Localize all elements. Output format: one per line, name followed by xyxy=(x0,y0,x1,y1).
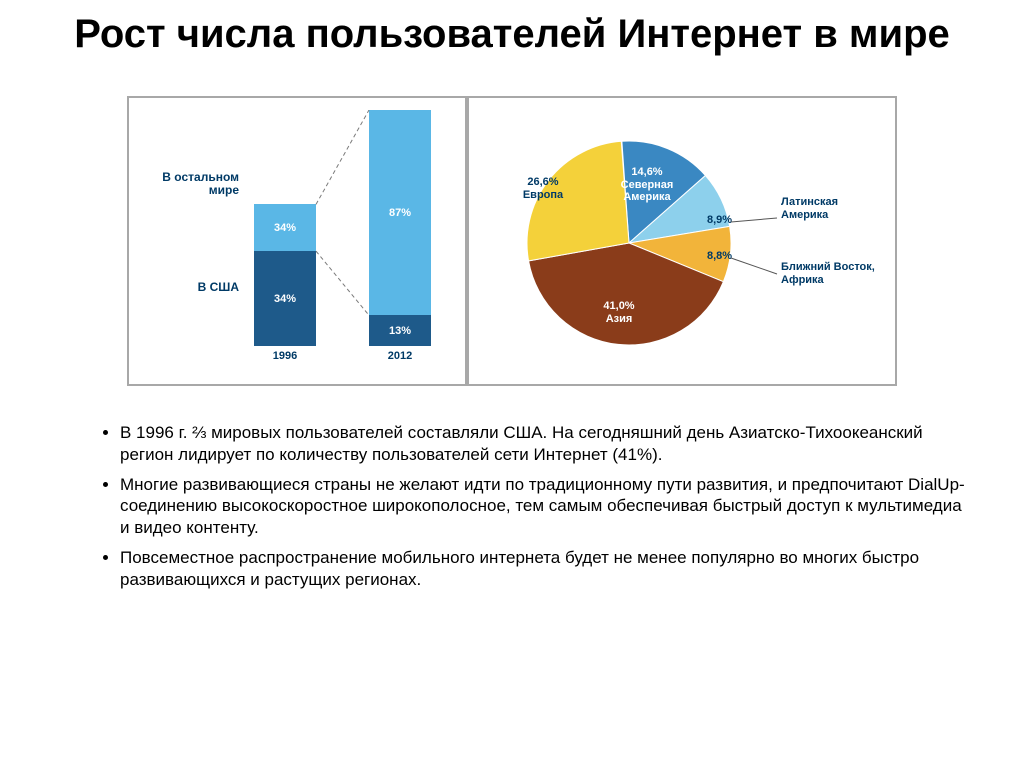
bar-series-label-usa: В США xyxy=(139,281,239,294)
chart-row: В США В остальноммире 34%34%13%87% 1996 … xyxy=(50,96,974,386)
bar-segment: 34% xyxy=(254,204,316,251)
bar-2012: 13%87% xyxy=(369,110,431,346)
bar-plot-area: 34%34% 13%87% xyxy=(244,110,444,346)
pie-pct-label: 8,9% xyxy=(707,214,732,227)
bar-xlabel-1: 2012 xyxy=(369,350,431,362)
pie-label: Ближний Восток,Африка xyxy=(781,261,901,286)
bar-chart-panel: В США В остальноммире 34%34%13%87% 1996 … xyxy=(127,96,467,386)
bullet-item: В 1996 г. ⅔ мировых пользователей состав… xyxy=(120,422,974,466)
bar-segment: 13% xyxy=(369,315,431,346)
bar-1996: 34%34% xyxy=(254,204,316,346)
bullet-item: Многие развивающиеся страны не желают ид… xyxy=(120,474,974,539)
bullet-list: В 1996 г. ⅔ мировых пользователей состав… xyxy=(50,422,974,590)
bullet-item: Повсеместное распространение мобильного … xyxy=(120,547,974,591)
bar-segment: 34% xyxy=(254,251,316,346)
pie-label: 14,6%СевернаяАмерика xyxy=(621,166,674,204)
pie-chart-panel: 14,6%СевернаяАмерика8,9%ЛатинскаяАмерика… xyxy=(467,96,897,386)
pie-svg xyxy=(499,118,759,378)
bar-series-label-rest: В остальноммире xyxy=(139,171,239,197)
bar-xlabel-0: 1996 xyxy=(254,350,316,362)
pie-label: 26,6%Европа xyxy=(523,176,563,201)
bar-segment: 87% xyxy=(369,110,431,315)
pie-label: 41,0%Азия xyxy=(603,300,634,325)
pie-label: ЛатинскаяАмерика xyxy=(781,196,901,221)
page-title: Рост числа пользователей Интернет в мире xyxy=(50,12,974,56)
pie-pct-label: 8,8% xyxy=(707,250,732,263)
